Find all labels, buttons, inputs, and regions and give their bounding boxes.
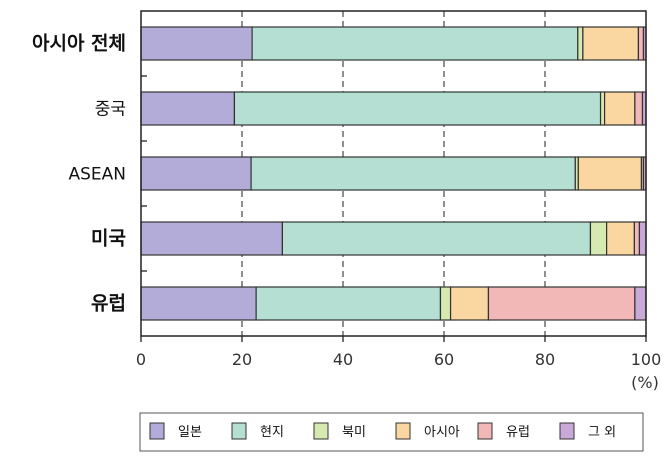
legend-swatch [231,422,247,440]
plot-border [140,10,647,337]
x-tick-label: 80 [535,350,555,369]
bar-segment [140,156,252,191]
legend-swatch [313,422,329,440]
bar-segment [634,286,647,321]
legend-label: 현지 [260,425,284,440]
x-tick-label: 100 [631,350,662,369]
legend-swatch [559,422,575,440]
bar-segment [603,91,636,126]
bar-segment [634,91,644,126]
bar-segment [633,221,641,256]
bar-segment [250,156,576,191]
category-label: ASEAN [68,165,126,185]
bar-segment [589,221,608,256]
bar-segment [637,26,645,61]
category-label: 중국 [95,100,126,120]
x-tick-label: 20 [232,350,252,369]
bar-segment [599,91,606,126]
bar-segment [449,286,490,321]
category-label: 아시아 전체 [32,33,126,55]
category-label: 유럽 [91,293,126,315]
bar-segment [233,91,602,126]
legend-box [139,412,644,452]
bar-segment [140,91,236,126]
x-tick-label: 60 [434,350,454,369]
bar-segment [251,26,579,61]
bar-segment [577,26,584,61]
x-tick-label: 0 [136,350,146,369]
bar-segment [439,286,452,321]
bar-segment [140,286,257,321]
legend-swatch [149,422,165,440]
category-label: 미국 [91,228,126,250]
x-tick-label: 40 [333,350,353,369]
bar-segment [638,221,647,256]
bar-segment [281,221,592,256]
legend-label: 그 외 [588,425,616,440]
bar-segment [582,26,640,61]
bar-segment [577,156,643,191]
bar-segment [487,286,636,321]
bar-segment [140,26,253,61]
bar-group [140,26,647,321]
legend-label: 아시아 [424,425,460,440]
bar-segment [140,221,283,256]
legend-swatch [477,422,493,440]
x-axis-unit-label: (%) [631,373,659,392]
legend-label: 일본 [178,425,202,440]
legend-swatch [395,422,411,440]
bar-segment [606,221,635,256]
x-axis: 0 20 40 60 80 100 [136,336,661,369]
legend-label: 유럽 [506,425,530,440]
bar-segment [255,286,442,321]
legend-label: 북미 [342,425,366,440]
legend: 일본 현지 북미 아시아 유럽 그 외 [139,412,644,452]
plot-frame [140,10,647,337]
